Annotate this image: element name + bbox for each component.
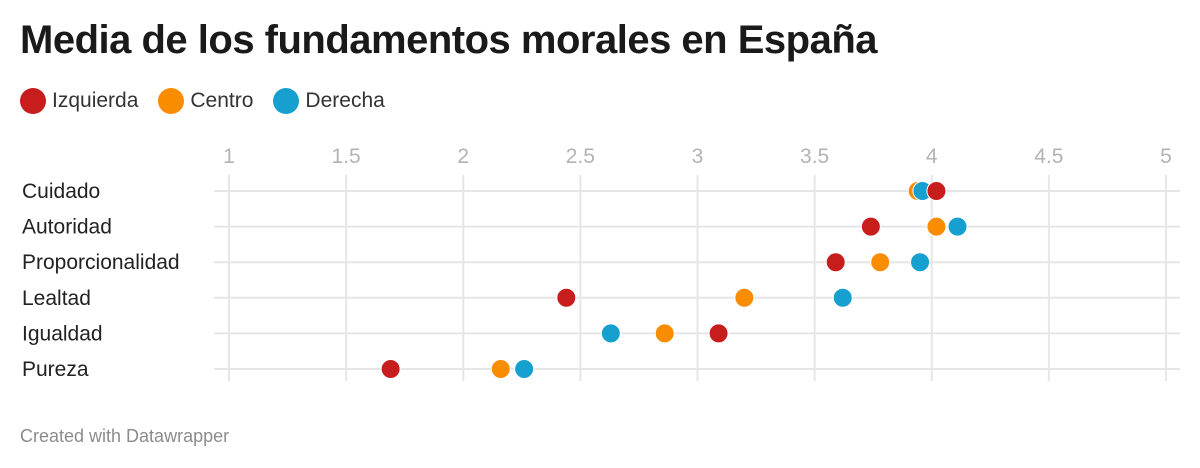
- data-point: [380, 359, 401, 379]
- category-label: Igualdad: [22, 322, 103, 345]
- x-tick-label: 2.5: [566, 145, 595, 168]
- data-point: [947, 216, 968, 237]
- data-point: [832, 287, 853, 308]
- data-point: [926, 181, 947, 201]
- x-tick-label: 3: [692, 145, 704, 168]
- data-point: [556, 287, 577, 308]
- x-tick-label: 2: [457, 145, 469, 168]
- legend-dot-izquierda: [20, 88, 46, 114]
- x-tick-label: 5: [1160, 145, 1172, 168]
- x-tick-label: 3.5: [800, 145, 829, 168]
- legend-label-centro: Centro: [190, 89, 254, 112]
- x-tick-label: 4.5: [1034, 145, 1063, 168]
- data-point: [654, 323, 675, 344]
- category-label: Proporcionalidad: [22, 251, 180, 274]
- x-tick-label: 4: [926, 145, 938, 168]
- data-point: [825, 252, 846, 273]
- chart-legend: Izquierda Centro Derecha: [20, 88, 405, 114]
- data-point: [734, 287, 755, 308]
- x-tick-label: 1: [223, 145, 235, 168]
- data-point: [860, 216, 881, 237]
- data-point: [514, 359, 535, 379]
- category-label: Lealtad: [22, 287, 91, 310]
- legend-dot-derecha: [273, 88, 300, 114]
- legend-label-izquierda: Izquierda: [52, 89, 139, 112]
- legend-label-derecha: Derecha: [305, 89, 385, 112]
- x-tick-label: 1.5: [332, 145, 361, 168]
- category-label: Autoridad: [22, 216, 112, 239]
- data-point: [910, 252, 931, 273]
- category-label: Pureza: [22, 358, 89, 381]
- legend-dot-centro: [158, 88, 185, 114]
- data-point: [926, 216, 947, 237]
- data-point: [600, 323, 621, 344]
- category-label: Cuidado: [22, 180, 100, 203]
- legend-item-izquierda: Izquierda: [20, 88, 138, 114]
- credit-footer: Created with Datawrapper: [20, 426, 230, 446]
- data-point: [708, 323, 729, 344]
- legend-item-centro: Centro: [158, 88, 253, 114]
- data-point: [490, 359, 511, 379]
- dot-plot: 1 1.5 2 2.5 3 3.5 4 4.5 5 Cuidado Autoridad Proporc…: [22, 145, 1180, 381]
- chart-title: Media de los fundamentos morales en Espa…: [20, 18, 878, 62]
- data-point: [870, 252, 891, 273]
- legend-item-derecha: Derecha: [273, 88, 385, 114]
